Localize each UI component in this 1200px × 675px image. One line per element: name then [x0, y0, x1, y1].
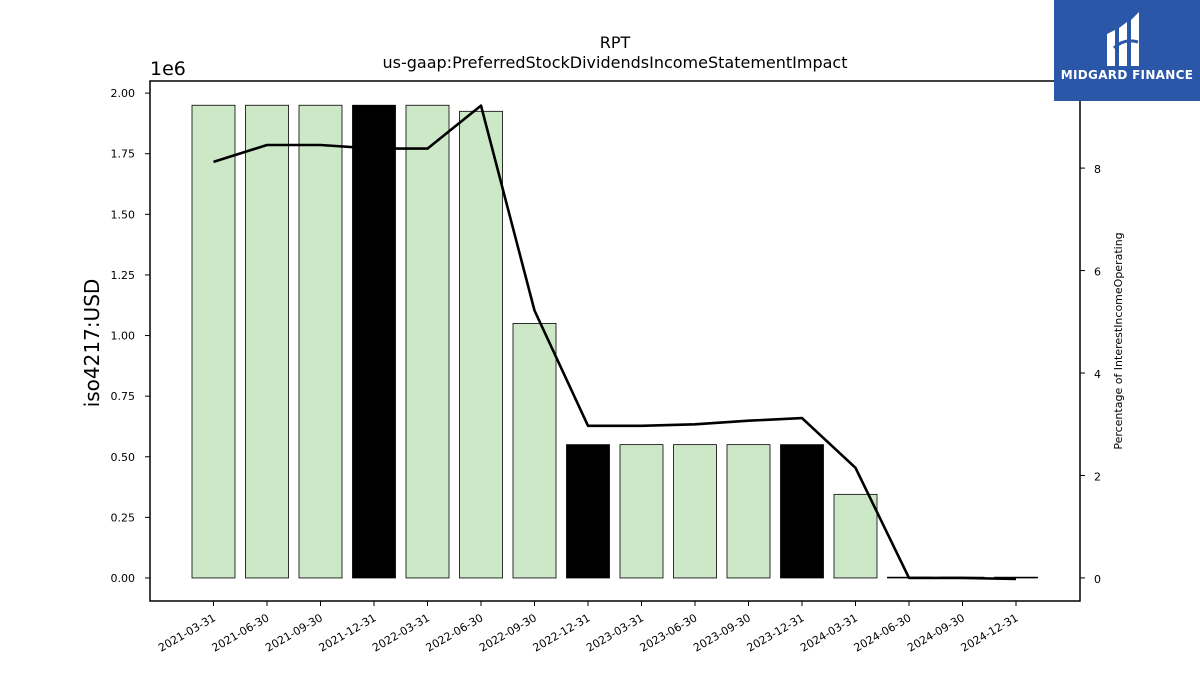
bar-2022-06-30	[459, 110, 503, 579]
x-tick-label: 2021-09-30	[263, 611, 325, 654]
chart-subtitle: us-gaap:PreferredStockDividendsIncomeSta…	[383, 53, 848, 72]
bar-2023-03-31	[619, 444, 664, 579]
brand-logo: MIDGARD FINANCE	[1054, 0, 1200, 101]
x-tick-label: 2021-03-31	[156, 611, 218, 654]
y-tick-label: 1.75	[111, 148, 136, 161]
y2-axis-title: Percentage of InterestIncomeOperating	[1112, 232, 1125, 449]
x-tick-label: 2024-09-30	[905, 611, 967, 654]
x-tick-label: 2023-12-31	[745, 611, 807, 654]
bar-2024-03-31	[833, 493, 878, 579]
brand-mark-icon	[1107, 12, 1139, 66]
y2-axis: 0 2 4 6 8	[1080, 163, 1101, 586]
x-tick-label: 2024-03-31	[798, 611, 860, 654]
bar-2022-12-31	[566, 444, 610, 579]
x-tick-label: 2023-03-31	[584, 611, 646, 654]
bars-layer	[191, 104, 1038, 579]
x-tick-label: 2022-03-31	[370, 611, 432, 654]
y-axis-title: iso4217:USD	[80, 279, 104, 408]
bar-2021-09-30	[298, 104, 343, 579]
brand-name: MIDGARD FINANCE	[1060, 68, 1194, 82]
bar-2022-09-30	[512, 323, 557, 579]
x-tick-label: 2023-09-30	[691, 611, 753, 654]
bar-2023-09-30	[726, 444, 771, 579]
bar-2021-12-31	[352, 104, 396, 579]
x-tick-label: 2022-06-30	[424, 611, 486, 654]
x-tick-label: 2022-09-30	[477, 611, 539, 654]
line-series	[213, 104, 1017, 581]
bar-2022-03-31	[405, 104, 450, 579]
y2-tick-label: 4	[1094, 368, 1101, 381]
y2-tick-label: 8	[1094, 163, 1101, 176]
y-tick-label: 1.50	[111, 208, 136, 221]
y-tick-label: 0.50	[111, 451, 136, 464]
x-tick-label: 2024-06-30	[852, 611, 914, 654]
x-tick-label: 2021-06-30	[210, 611, 272, 654]
chart-title: RPT	[600, 33, 631, 52]
x-axis: 2021-03-312021-06-302021-09-302021-12-31…	[156, 601, 1021, 655]
y2-tick-label: 2	[1094, 470, 1101, 483]
bar-2023-12-31	[780, 444, 824, 579]
bar-2021-06-30	[245, 104, 289, 579]
y2-tick-label: 0	[1094, 573, 1101, 586]
x-tick-label: 2021-12-31	[317, 611, 379, 654]
y2-tick-label: 6	[1094, 266, 1101, 279]
plot-frame	[149, 80, 1081, 602]
y-tick-label: 0.00	[111, 572, 136, 585]
y-tick-label: 0.75	[111, 390, 136, 403]
y-tick-label: 2.00	[111, 87, 136, 100]
x-tick-label: 2023-06-30	[638, 611, 700, 654]
x-tick-label: 2022-12-31	[531, 611, 593, 654]
y-axis: 0.00 0.25 0.50 0.75 1.00 1.25 1.50 1.75 2.00	[111, 87, 150, 585]
x-tick-label: 2024-12-31	[959, 611, 1021, 654]
bar-2023-06-30	[673, 444, 717, 579]
line-layer	[213, 104, 1017, 581]
bar-2021-03-31	[191, 104, 236, 579]
y-tick-label: 1.25	[111, 269, 136, 282]
y-tick-label: 1.00	[111, 330, 136, 343]
y-tick-label: 0.25	[111, 511, 136, 524]
y-axis-multiplier: 1e6	[150, 58, 186, 80]
